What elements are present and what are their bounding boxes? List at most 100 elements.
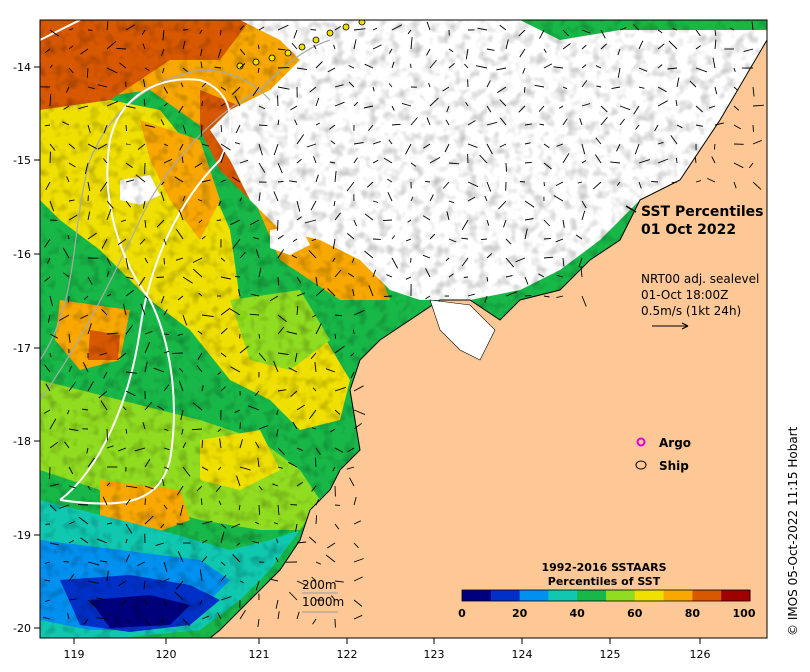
velocity-arrow (332, 257, 336, 263)
velocity-arrow (99, 352, 108, 356)
map-title: SST Percentiles (641, 204, 764, 220)
velocity-arrow (486, 80, 491, 88)
lat-tick-label: -15 (13, 154, 31, 167)
coastline (209, 39, 767, 638)
velocity-arrow (348, 65, 355, 69)
velocity-arrow (257, 618, 260, 628)
velocity-arrow (372, 27, 378, 31)
velocity-arrow (657, 29, 663, 34)
velocity-arrow (313, 44, 317, 50)
velocity-arrow (277, 86, 290, 90)
velocity-arrow (444, 143, 450, 153)
velocity-arrow (236, 542, 241, 546)
velocity-arrow (534, 84, 545, 88)
velocity-arrow (122, 303, 127, 316)
velocity-arrow (49, 151, 51, 164)
lat-tick-label: -16 (13, 248, 31, 261)
velocity-arrow (160, 523, 165, 529)
velocity-arrow (353, 28, 366, 31)
velocity-arrow (638, 67, 648, 72)
velocity-arrow (239, 345, 249, 354)
velocity-arrow (391, 61, 395, 69)
velocity-arrow (425, 295, 431, 300)
velocity-arrow (611, 86, 621, 90)
velocity-arrow (426, 21, 431, 31)
velocity-arrow (518, 105, 526, 113)
velocity-arrow (162, 479, 165, 487)
contour-label-1000m: 1000m (302, 595, 344, 609)
velocity-arrow (161, 181, 165, 186)
velocity-arrow (296, 580, 308, 587)
velocity-arrow (64, 441, 70, 449)
velocity-arrow (556, 274, 564, 278)
colorbar-subtitle: Percentiles of SST (548, 575, 661, 588)
velocity-arrow (106, 208, 112, 221)
velocity-arrow (272, 483, 279, 487)
velocity-arrow (617, 67, 621, 78)
velocity-arrow (448, 48, 454, 53)
velocity-arrow (353, 542, 359, 549)
colorbar-swatches (462, 590, 751, 601)
velocity-arrow (670, 135, 678, 145)
velocity-arrow (275, 557, 279, 563)
velocity-arrow (178, 210, 184, 221)
lat-tick-label: -19 (13, 529, 31, 542)
velocity-arrow (405, 276, 412, 280)
velocity-arrow (138, 276, 146, 286)
colorbar-swatch (490, 590, 521, 601)
velocity-arrow (353, 309, 365, 316)
velocity-arrow (372, 159, 379, 164)
velocity-arrow (330, 595, 336, 601)
velocity-arrow (638, 181, 642, 189)
velocity-arrow (178, 105, 184, 113)
velocity-arrow (752, 139, 762, 145)
velocity-arrow (258, 143, 263, 156)
velocity-arrow (671, 181, 678, 184)
colorbar-swatch (462, 590, 492, 601)
velocity-arrow (84, 162, 89, 175)
velocity-arrow (125, 124, 127, 132)
velocity-arrow (87, 323, 92, 335)
velocity-arrow (135, 174, 146, 183)
colorbar-tick: 60 (627, 607, 643, 620)
velocity-arrow (448, 62, 455, 69)
velocity-arrow (638, 86, 645, 89)
velocity-arrow (476, 65, 488, 69)
velocity-arrow (49, 200, 55, 212)
velocity-arrow (68, 67, 74, 74)
colorbar-swatch (663, 590, 693, 601)
velocity-arrow (707, 177, 716, 183)
velocity-arrow (192, 268, 203, 278)
velocity-arrow (349, 477, 355, 487)
velocity-arrow (518, 29, 526, 37)
velocity-arrow (49, 29, 60, 37)
velocity-arrow (311, 576, 317, 582)
velocity-arrow (65, 86, 70, 93)
velocity-arrow (87, 599, 97, 608)
velocity-arrow (410, 117, 418, 126)
velocity-arrow (162, 67, 165, 74)
velocity-arrow (220, 386, 226, 392)
velocity-arrow (634, 143, 640, 155)
velocity-arrow (49, 418, 57, 430)
velocity-arrow (239, 25, 245, 31)
velocity-arrow (101, 238, 108, 249)
velocity-arrow (144, 341, 151, 354)
velocity-arrow (277, 67, 290, 69)
velocity-arrow (87, 580, 99, 584)
velocity-arrow (63, 105, 70, 110)
velocity-arrow (277, 119, 280, 126)
velocity-arrow (230, 308, 241, 316)
velocity-arrow (311, 485, 317, 492)
velocity-arrow (217, 612, 222, 620)
velocity-arrow (353, 520, 361, 525)
velocity-arrow (654, 124, 659, 132)
velocity-arrow (163, 578, 170, 582)
velocity-arrow (192, 257, 203, 263)
velocity-arrow (255, 441, 260, 449)
velocity-arrow (543, 219, 551, 227)
map-date: 01 Oct 2022 (641, 222, 736, 238)
velocity-arrow (258, 105, 266, 110)
argo-legend-label: Argo (659, 436, 691, 450)
velocity-arrow (562, 29, 570, 37)
